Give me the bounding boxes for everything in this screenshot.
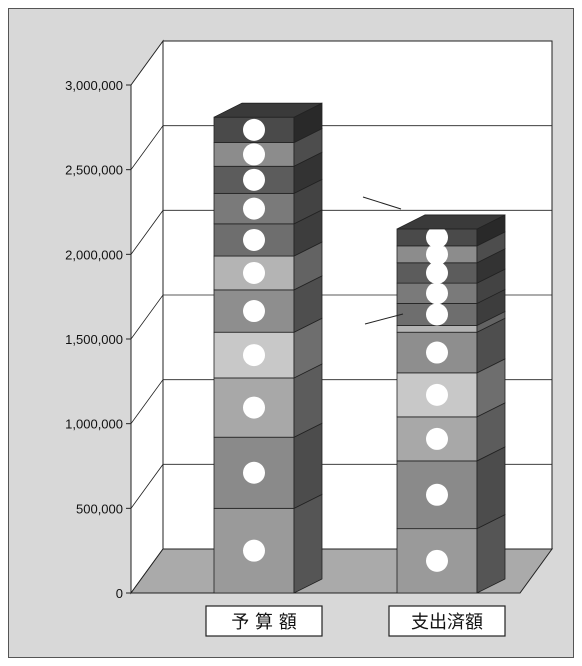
x-category-label: 支出済額 bbox=[388, 605, 506, 637]
category-text: 予 算 額 bbox=[231, 612, 296, 633]
bar-segment bbox=[213, 493, 323, 594]
bar-segment bbox=[396, 288, 506, 327]
bar-segment bbox=[396, 248, 506, 284]
bar-segment bbox=[213, 127, 323, 167]
segment-marker bbox=[426, 303, 448, 326]
segment-marker bbox=[426, 483, 448, 506]
y-tick-label: 0 bbox=[116, 586, 123, 601]
segment-marker bbox=[426, 282, 448, 305]
segment-marker bbox=[426, 243, 448, 266]
segment-marker bbox=[243, 143, 265, 166]
bar-top bbox=[396, 214, 506, 230]
bar-segment bbox=[396, 446, 506, 530]
bar-segment bbox=[213, 178, 323, 225]
segment-marker bbox=[243, 261, 265, 284]
leader-line bbox=[364, 313, 404, 325]
category-text: 支出済額 bbox=[411, 612, 483, 633]
segment-marker bbox=[243, 344, 265, 367]
segment-marker bbox=[426, 427, 448, 450]
segment-marker bbox=[243, 118, 265, 141]
x-axis: 予 算 額 支出済額 bbox=[205, 605, 506, 637]
segment-marker bbox=[243, 228, 265, 251]
bar-stack-1 bbox=[213, 102, 323, 594]
bar-segment bbox=[213, 151, 323, 195]
y-tick-label: 2,500,000 bbox=[65, 163, 123, 178]
y-tick-label: 500,000 bbox=[76, 501, 123, 516]
leader-line bbox=[362, 196, 402, 210]
bar-segment bbox=[213, 363, 323, 438]
bar-segment bbox=[213, 317, 323, 379]
stacked-bar-chart: 0 500,000 1,000,000 1,500,000 2,000,000 2,500… bbox=[65, 39, 553, 637]
segment-marker bbox=[426, 341, 448, 364]
y-tick-label: 2,000,000 bbox=[65, 247, 123, 262]
bar-segment bbox=[396, 231, 506, 266]
segment-marker bbox=[426, 226, 448, 249]
segment-marker bbox=[426, 261, 448, 284]
bar-segment bbox=[396, 358, 506, 418]
chart-frame: 0 500,000 1,000,000 1,500,000 2,000,000 2,500… bbox=[8, 8, 574, 658]
x-category-label: 予 算 額 bbox=[205, 605, 323, 637]
segment-marker bbox=[243, 539, 265, 562]
bar-segment bbox=[396, 214, 506, 249]
segment-marker bbox=[426, 549, 448, 572]
y-axis: 0 500,000 1,000,000 1,500,000 2,000,000 2,500… bbox=[65, 78, 132, 601]
bars bbox=[213, 102, 506, 594]
y-tick-label: 3,000,000 bbox=[65, 78, 123, 93]
bar-segment bbox=[396, 317, 506, 374]
segment-marker bbox=[243, 168, 265, 191]
bar-segment bbox=[213, 102, 323, 144]
segment-marker bbox=[243, 461, 265, 484]
bar-segment bbox=[396, 268, 506, 305]
bar-top bbox=[213, 102, 323, 118]
bar-stack-2 bbox=[396, 214, 506, 594]
bar-segment bbox=[213, 275, 323, 333]
bar-segment bbox=[213, 209, 323, 257]
segment-marker bbox=[243, 396, 265, 419]
bar-segment bbox=[213, 422, 323, 509]
y-tick-label: 1,500,000 bbox=[65, 332, 123, 347]
gridline bbox=[130, 125, 552, 170]
segment-marker bbox=[243, 300, 265, 323]
segment-marker bbox=[243, 197, 265, 220]
bar-segment bbox=[396, 514, 506, 594]
y-tick-label: 1,000,000 bbox=[65, 417, 123, 432]
segment-marker bbox=[426, 383, 448, 406]
bar-segment bbox=[213, 241, 323, 291]
gridline bbox=[130, 209, 552, 255]
